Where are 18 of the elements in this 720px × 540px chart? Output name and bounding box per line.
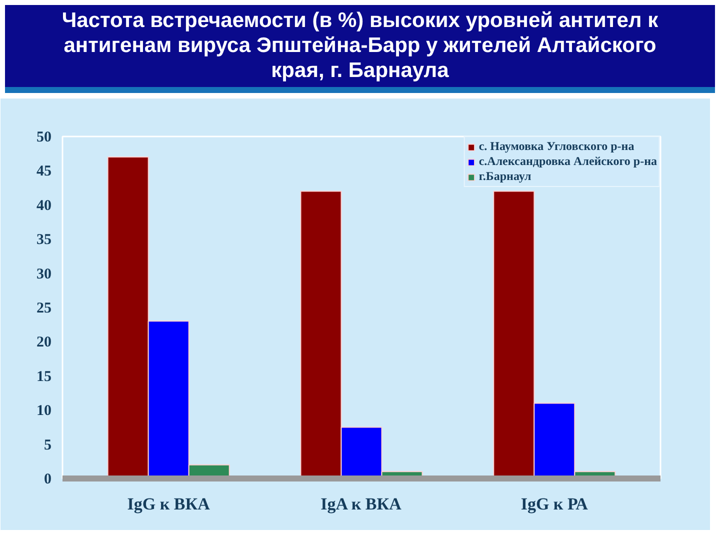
y-tick-label: 50 bbox=[36, 130, 52, 146]
chart-title: Частота встречаемости (в %) высоких уровней антител к антигенам вируса Эпштейна-Барр у жителей Алтайского края, г. Барнаула bbox=[60, 8, 660, 83]
y-tick-label: 5 bbox=[44, 437, 52, 454]
y-tick-label: 20 bbox=[36, 334, 52, 351]
y-tick-label: 0 bbox=[44, 472, 52, 488]
y-tick-label: 40 bbox=[36, 198, 52, 214]
y-tick-label: 15 bbox=[36, 368, 52, 385]
x-tick-label: IgG к ВКА bbox=[127, 494, 211, 514]
y-tick-label: 25 bbox=[36, 300, 52, 316]
legend-label: г.Барнаул bbox=[478, 169, 532, 184]
y-tick-label: 45 bbox=[36, 164, 52, 180]
x-tick-label: IgA к ВКА bbox=[320, 494, 402, 514]
y-tick-label: 10 bbox=[36, 403, 52, 420]
y-tick-label: 30 bbox=[36, 266, 52, 282]
y-tick-label: 35 bbox=[36, 232, 52, 248]
x-tick-label: IgG к РА bbox=[520, 494, 589, 514]
legend-label: с.Александровка Алейского р-на bbox=[478, 154, 657, 169]
legend-label: с. Наумовка Угловского р-на bbox=[478, 139, 634, 154]
